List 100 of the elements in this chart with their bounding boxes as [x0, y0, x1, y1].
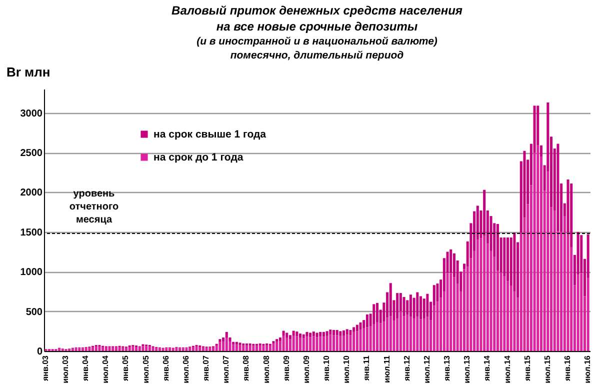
bar [496, 224, 499, 271]
bar [483, 236, 486, 351]
bar [218, 339, 222, 342]
x-tick-label: янв.04 [81, 354, 90, 382]
bar [158, 348, 161, 351]
chart-subtitle: (и в иностранной и в национальной валюте) помесячно, длительный период [196, 36, 438, 62]
bar [450, 273, 452, 351]
bar [366, 314, 368, 328]
legend-label: на срок свыше 1 года [154, 128, 266, 140]
bar [416, 316, 419, 351]
bar [112, 347, 114, 351]
bar [185, 348, 188, 351]
bar [329, 334, 332, 351]
bar [266, 345, 268, 351]
x-tick-label: июл.15 [542, 354, 552, 384]
bar [92, 347, 94, 351]
bar [336, 330, 338, 336]
bar [222, 338, 225, 342]
bar [232, 344, 235, 351]
bar [349, 330, 352, 336]
bar [339, 336, 342, 351]
bar [286, 332, 288, 338]
bar [276, 342, 278, 351]
x-tick-label: июл.06 [181, 354, 190, 384]
x-tick-label: июл.12 [422, 354, 432, 384]
bar [402, 297, 406, 316]
bar [292, 330, 295, 336]
bar [396, 293, 399, 318]
bar [94, 346, 98, 351]
legend-label: на срок до 1 года [154, 151, 244, 164]
bar [382, 322, 386, 351]
bar [299, 338, 302, 351]
bar [386, 318, 389, 351]
bar [175, 348, 178, 351]
bar [312, 336, 315, 351]
bar [98, 346, 101, 351]
bar [369, 326, 372, 351]
bar [272, 343, 275, 351]
bar [356, 324, 358, 332]
x-tick-label: янв.08 [242, 354, 251, 382]
bar [222, 341, 225, 351]
bar [296, 336, 298, 351]
bar [476, 240, 479, 351]
bar [409, 294, 412, 317]
bar [322, 336, 325, 351]
bar [316, 337, 318, 351]
bar [359, 322, 362, 330]
bar [462, 269, 466, 351]
bar [412, 318, 416, 351]
bar [372, 304, 376, 324]
bar [168, 348, 172, 351]
bar [326, 331, 328, 336]
bar [188, 348, 192, 351]
bar [108, 347, 111, 351]
bar [212, 347, 215, 351]
bar [252, 346, 255, 351]
y-tick-label: 2000 [20, 188, 43, 199]
bar [142, 346, 144, 351]
bar [352, 327, 356, 332]
bar [195, 346, 198, 351]
bar [436, 284, 439, 302]
y-tick-label: 500 [26, 306, 43, 318]
bar [346, 334, 348, 351]
bar [306, 336, 308, 351]
bar [419, 319, 422, 351]
bar [205, 348, 208, 351]
bar [362, 328, 366, 351]
bar [235, 344, 238, 351]
y-tick-label: 1000 [20, 267, 43, 278]
bar [198, 347, 202, 351]
bar [389, 316, 392, 351]
bar [138, 347, 141, 351]
bar [145, 346, 148, 351]
bar [326, 336, 328, 351]
bar [416, 292, 419, 317]
bar [342, 336, 346, 351]
x-tick-label: июл.14 [502, 354, 512, 384]
bar [306, 332, 308, 337]
bar [332, 330, 335, 336]
bar [540, 145, 542, 156]
bar [379, 323, 382, 351]
bar [88, 348, 91, 351]
y-tick-label: 1500 [20, 227, 43, 238]
bar [148, 346, 151, 351]
bar [576, 274, 580, 351]
bar [215, 346, 218, 351]
x-tick-label: июл.11 [382, 354, 392, 383]
x-tick-label: июл.16 [583, 354, 592, 384]
bar [419, 296, 422, 320]
bar [556, 144, 560, 232]
bar [302, 338, 305, 351]
y-tick-label: 3000 [20, 108, 43, 120]
bar [114, 347, 118, 351]
bar [372, 324, 376, 351]
bar [225, 338, 228, 351]
x-tick-label: янв.12 [402, 354, 412, 382]
bar [208, 348, 212, 351]
x-tick-label: янв.11 [362, 354, 372, 381]
bar [118, 347, 121, 351]
x-tick-label: янв.09 [282, 354, 291, 382]
